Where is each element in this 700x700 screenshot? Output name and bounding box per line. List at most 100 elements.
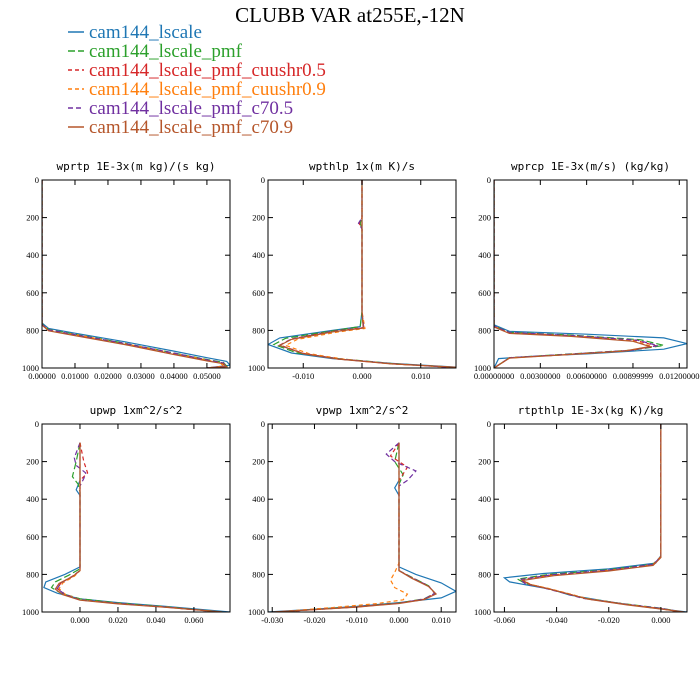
series-line bbox=[284, 180, 451, 368]
x-tick-label: 0.010 bbox=[432, 615, 451, 625]
series-line bbox=[42, 180, 230, 368]
x-tick-label: 0.02000 bbox=[94, 371, 122, 381]
series-line bbox=[520, 424, 682, 612]
y-tick-label: 600 bbox=[252, 288, 265, 298]
x-tick-label: 0.000 bbox=[352, 371, 371, 381]
series-line bbox=[56, 442, 221, 612]
series-line bbox=[276, 442, 436, 612]
series-line bbox=[42, 180, 229, 368]
y-tick-label: 200 bbox=[252, 457, 265, 467]
plot-frame bbox=[493, 179, 688, 369]
legend-label: cam144_lscale bbox=[89, 22, 202, 43]
legend-label: cam144_lscale_pmf_c70.5 bbox=[89, 98, 293, 119]
y-tick-label: 600 bbox=[26, 532, 39, 542]
series-line bbox=[276, 442, 436, 612]
x-tick-label: 0.040 bbox=[146, 615, 165, 625]
y-tick-label: 0 bbox=[487, 175, 491, 185]
series-line bbox=[494, 180, 687, 368]
chart-panel: wprtp 1E-3x(m kg)/(s kg) 0 200 400 600 800 100… bbox=[22, 160, 231, 381]
y-tick-label: 800 bbox=[26, 325, 39, 335]
y-tick-label: 0 bbox=[35, 419, 39, 429]
y-tick-label: 0 bbox=[35, 175, 39, 185]
series-line bbox=[278, 180, 451, 368]
legend-label: cam144_lscale_pmf_cuushr0.5 bbox=[89, 60, 326, 81]
x-tick-label: 0.000 bbox=[70, 615, 89, 625]
legend-entry: cam144_lscale bbox=[68, 22, 202, 43]
series-line bbox=[515, 424, 682, 612]
series-line bbox=[58, 442, 219, 612]
series-line bbox=[494, 180, 651, 368]
series-group bbox=[43, 442, 230, 612]
x-tick-label: -0.060 bbox=[493, 615, 515, 625]
x-tick-label: -0.010 bbox=[346, 615, 368, 625]
series-line bbox=[278, 180, 456, 368]
series-line bbox=[518, 424, 682, 612]
series-group bbox=[268, 442, 456, 612]
legend-entry: cam144_lscale_pmf_cuushr0.9 bbox=[68, 79, 326, 100]
series-line bbox=[42, 180, 229, 368]
y-tick-label: 0 bbox=[261, 419, 265, 429]
y-tick-label: 800 bbox=[26, 569, 39, 579]
x-tick-label: -0.010 bbox=[292, 371, 314, 381]
y-tick-label: 400 bbox=[252, 250, 265, 260]
y-tick-label: 1000 bbox=[22, 607, 39, 617]
x-tick-label: 0.00899999 bbox=[613, 371, 653, 381]
panels-grid: wprtp 1E-3x(m kg)/(s kg) 0 200 400 600 800 100… bbox=[22, 160, 699, 625]
panel-title: rtpthlp 1E-3x(kg K)/kg bbox=[518, 404, 664, 417]
series-line bbox=[50, 442, 223, 612]
x-tick-label: -0.040 bbox=[546, 615, 568, 625]
y-tick-label: 200 bbox=[252, 213, 265, 223]
figure-title: CLUBB VAR at255E,-12N bbox=[235, 3, 465, 27]
y-tick-label: 1000 bbox=[248, 607, 265, 617]
series-line bbox=[276, 442, 409, 612]
series-group bbox=[494, 180, 687, 368]
y-tick-label: 200 bbox=[478, 213, 491, 223]
series-line bbox=[42, 180, 228, 368]
x-tick-label: 0.05000 bbox=[193, 371, 221, 381]
plot-frame bbox=[267, 423, 457, 613]
x-tick-label: 0.010 bbox=[411, 371, 430, 381]
series-line bbox=[272, 442, 438, 612]
y-tick-label: 800 bbox=[478, 325, 491, 335]
series-line bbox=[56, 442, 221, 612]
y-tick-label: 0 bbox=[487, 419, 491, 429]
x-tick-label: 0.04000 bbox=[160, 371, 188, 381]
chart-panel: upwp 1xm^2/s^2 0 200 400 600 800 1000 0.000 0.02… bbox=[22, 404, 231, 625]
series-line bbox=[276, 442, 436, 612]
series-line bbox=[494, 180, 657, 368]
x-tick-label: 0.00300000 bbox=[520, 371, 560, 381]
x-tick-label: 0.01000 bbox=[61, 371, 89, 381]
x-tick-label: 0.00000000 bbox=[474, 371, 514, 381]
y-tick-label: 400 bbox=[478, 494, 491, 504]
y-tick-label: 600 bbox=[478, 532, 491, 542]
x-tick-label: 0.03000 bbox=[127, 371, 155, 381]
legend-label: cam144_lscale_pmf_cuushr0.9 bbox=[89, 79, 326, 100]
x-tick-label: 0.01200000 bbox=[659, 371, 699, 381]
legend-entry: cam144_lscale_pmf_cuushr0.5 bbox=[68, 60, 326, 81]
y-tick-label: 0 bbox=[261, 175, 265, 185]
y-tick-label: 400 bbox=[26, 494, 39, 504]
x-tick-label: 0.000 bbox=[389, 615, 408, 625]
y-tick-label: 400 bbox=[478, 250, 491, 260]
y-tick-label: 1000 bbox=[474, 363, 491, 373]
panel-title: upwp 1xm^2/s^2 bbox=[90, 404, 183, 417]
y-tick-label: 200 bbox=[26, 457, 39, 467]
chart-panel: wpthlp 1x(m K)/s 0 200 400 600 800 1000 -0.010 0… bbox=[248, 160, 457, 381]
x-tick-label: 0.000 bbox=[651, 615, 670, 625]
chart-panel: wprcp 1E-3x(m/s) (kg/kg) 0 200 400 600 800 100… bbox=[474, 160, 700, 381]
panel-title: wprtp 1E-3x(m kg)/(s kg) bbox=[57, 160, 216, 173]
chart-panel: rtpthlp 1E-3x(kg K)/kg02004006008001000-… bbox=[474, 404, 688, 625]
series-line bbox=[520, 424, 685, 612]
x-tick-label: 0.00600000 bbox=[566, 371, 606, 381]
x-tick-label: 0.020 bbox=[108, 615, 127, 625]
legend-label: cam144_lscale_pmf_c70.9 bbox=[89, 117, 293, 138]
x-tick-label: -0.020 bbox=[598, 615, 620, 625]
series-line bbox=[42, 180, 225, 368]
y-tick-label: 200 bbox=[26, 213, 39, 223]
y-tick-label: 1000 bbox=[22, 363, 39, 373]
plot-frame bbox=[493, 423, 688, 613]
x-tick-label: -0.020 bbox=[303, 615, 325, 625]
y-tick-label: 600 bbox=[252, 532, 265, 542]
plot-frame bbox=[41, 423, 231, 613]
